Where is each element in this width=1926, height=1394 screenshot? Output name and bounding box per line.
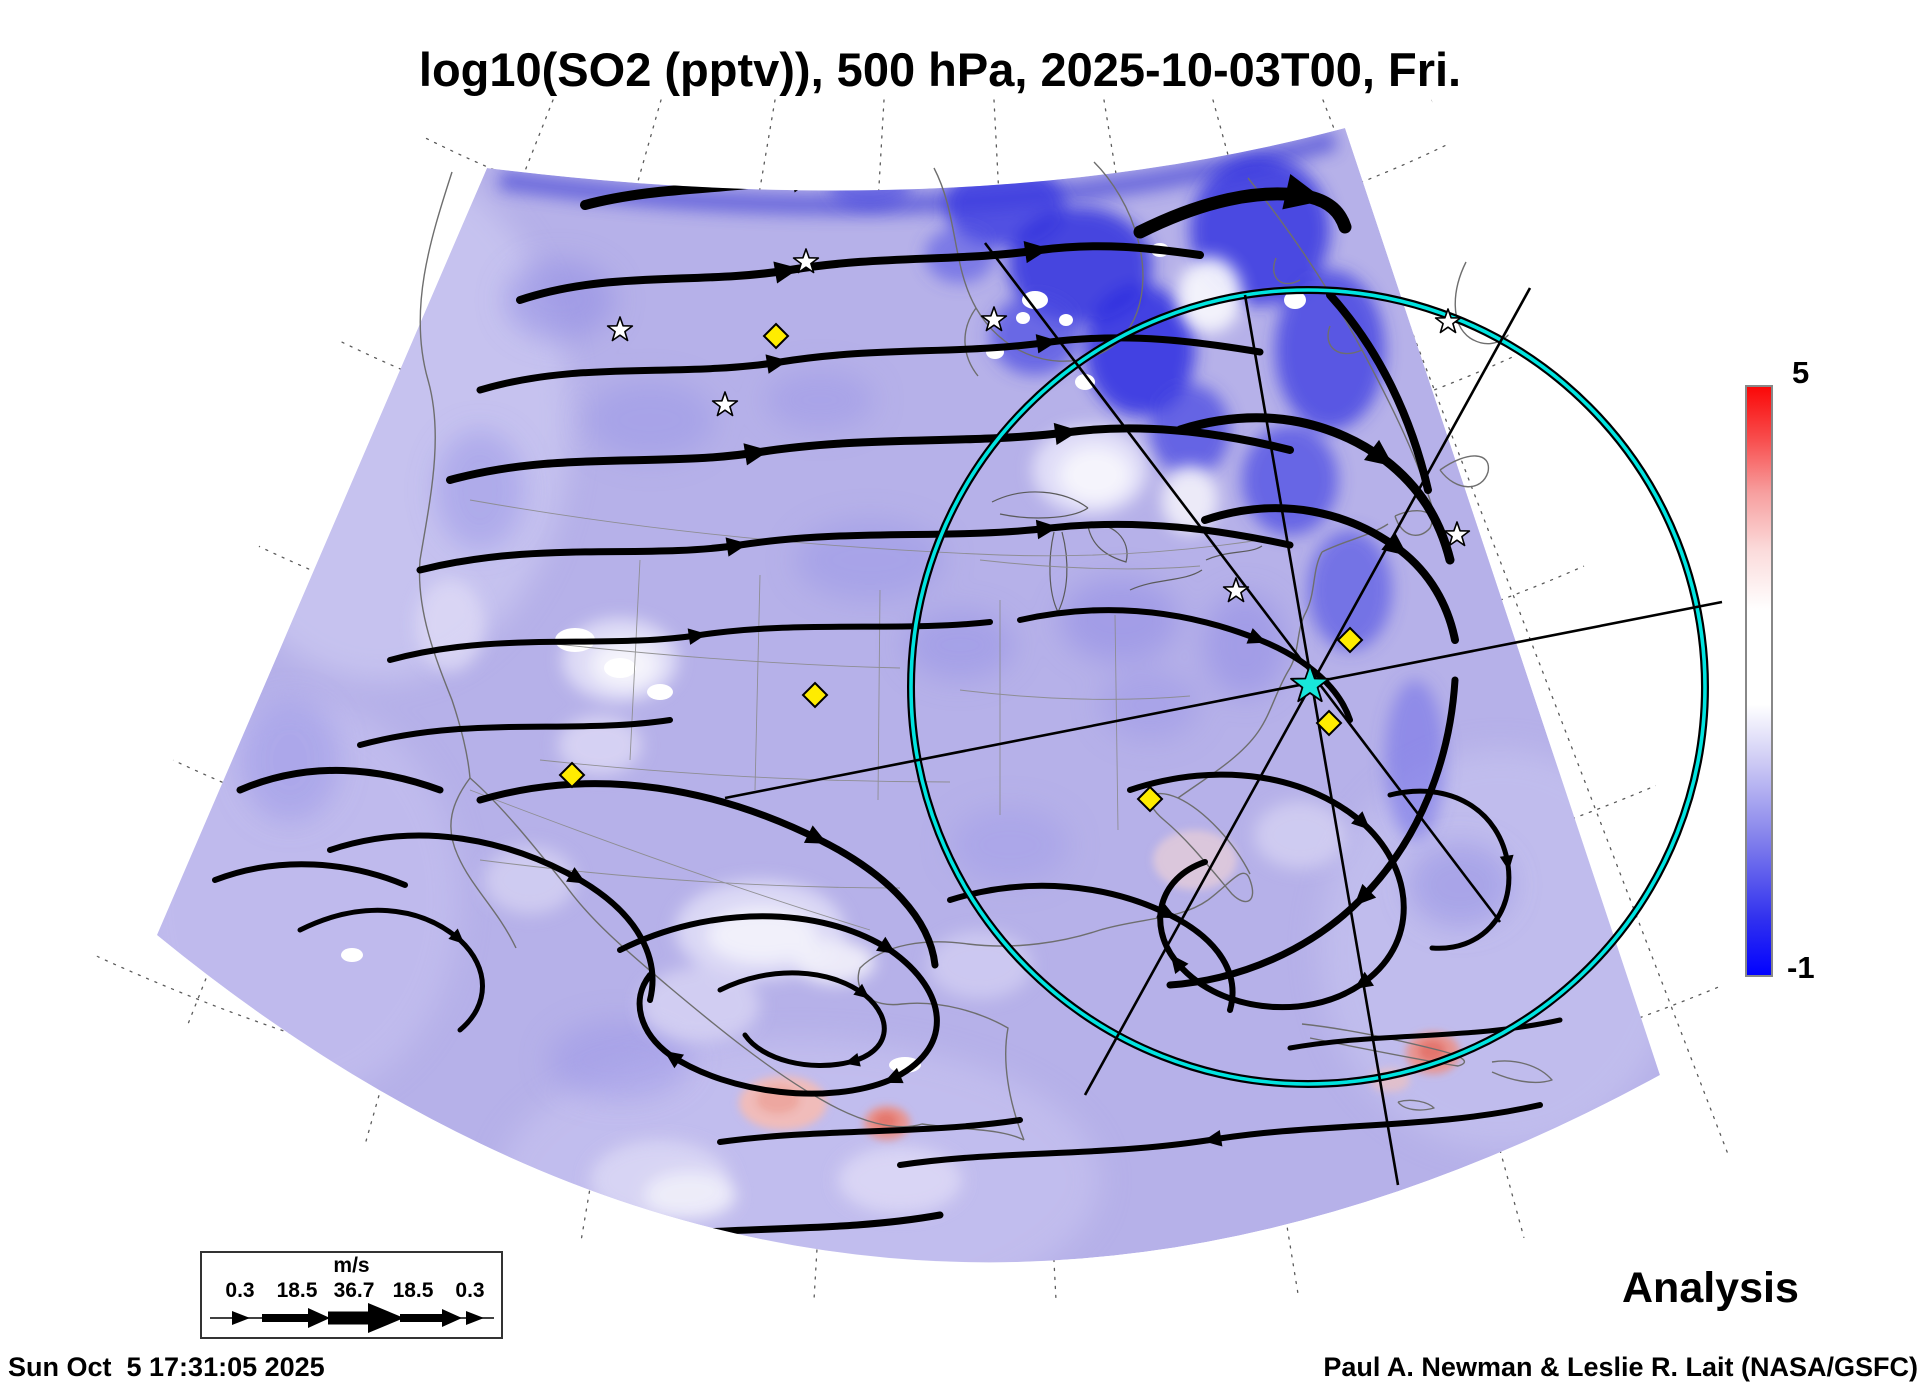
site-star-marker [1222,577,1250,603]
site-star-marker [1434,308,1462,334]
site-diamond-marker [762,322,790,350]
wind-speed-arrow-glyph [210,1303,494,1333]
wind-speed-legend: m/s 0.3 18.5 36.7 18.5 0.3 [200,1251,503,1339]
page-title: log10(SO2 (pptv)), 500 hPa, 2025-10-03T0… [418,43,1462,96]
site-star-marker [1443,521,1471,547]
ring-center-star [1290,664,1330,703]
colorbar [1745,385,1773,977]
site-diamond-marker [1315,709,1343,737]
range-ring [909,288,1707,1086]
wind-units-label: m/s [333,1254,370,1277]
colorbar-min-label: -1 [1787,950,1815,985]
cross-section-line [724,600,1723,800]
site-diamond-marker [1336,626,1364,654]
annotation-layer [558,242,1723,1186]
wind-speed-value: 18.5 [392,1279,434,1302]
site-star-marker [711,391,739,417]
site-star-marker [606,316,634,342]
site-diamond-marker [1136,785,1164,813]
wind-speed-value: 0.3 [225,1279,255,1302]
timestamp: Sun Oct 5 17:31:05 2025 [8,1352,325,1382]
colorbar-max-label: 5 [1792,355,1810,390]
wind-speed-values: 0.3 18.5 36.7 18.5 0.3 [202,1279,501,1303]
cross-section-line [983,242,1502,923]
wind-speed-value: 0.3 [455,1279,485,1302]
analysis-label: Analysis [1622,1264,1799,1312]
credit-text: Paul A. Newman & Leslie R. Lait (NASA/GS… [1323,1352,1918,1382]
wind-speed-value: 36.7 [333,1279,375,1302]
site-diamond-marker [801,681,829,709]
site-star-marker [980,306,1008,332]
wind-speed-value: 18.5 [276,1279,318,1302]
site-star-marker [792,248,820,274]
site-diamond-marker [558,761,586,789]
cross-section-line [1243,294,1400,1186]
